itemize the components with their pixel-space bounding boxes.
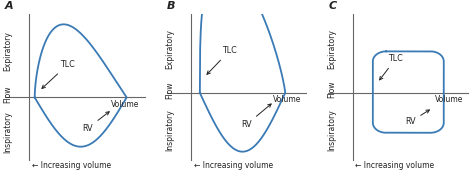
Text: Flow: Flow (3, 86, 12, 103)
Text: ← Increasing volume: ← Increasing volume (193, 161, 273, 170)
Text: ← Increasing volume: ← Increasing volume (32, 161, 111, 170)
Text: Expiratory: Expiratory (3, 32, 12, 71)
Text: Inspiratory: Inspiratory (327, 110, 336, 151)
Text: Volume: Volume (435, 95, 464, 104)
Text: Expiratory: Expiratory (165, 30, 174, 69)
Text: Flow: Flow (165, 81, 174, 99)
Text: A: A (5, 1, 13, 11)
Text: C: C (328, 1, 337, 11)
Text: Volume: Volume (111, 100, 140, 109)
Text: TLC: TLC (380, 54, 403, 80)
Text: Volume: Volume (273, 95, 301, 104)
Text: RV: RV (82, 112, 109, 133)
Text: RV: RV (241, 104, 271, 129)
Text: B: B (167, 1, 175, 11)
Text: Expiratory: Expiratory (327, 30, 336, 69)
Text: ← Increasing volume: ← Increasing volume (356, 161, 435, 170)
Text: TLC: TLC (207, 46, 237, 74)
Text: Inspiratory: Inspiratory (3, 111, 12, 153)
Text: Flow: Flow (327, 81, 336, 98)
Text: Inspiratory: Inspiratory (165, 110, 174, 151)
Text: TLC: TLC (42, 60, 75, 88)
Text: RV: RV (405, 110, 429, 127)
